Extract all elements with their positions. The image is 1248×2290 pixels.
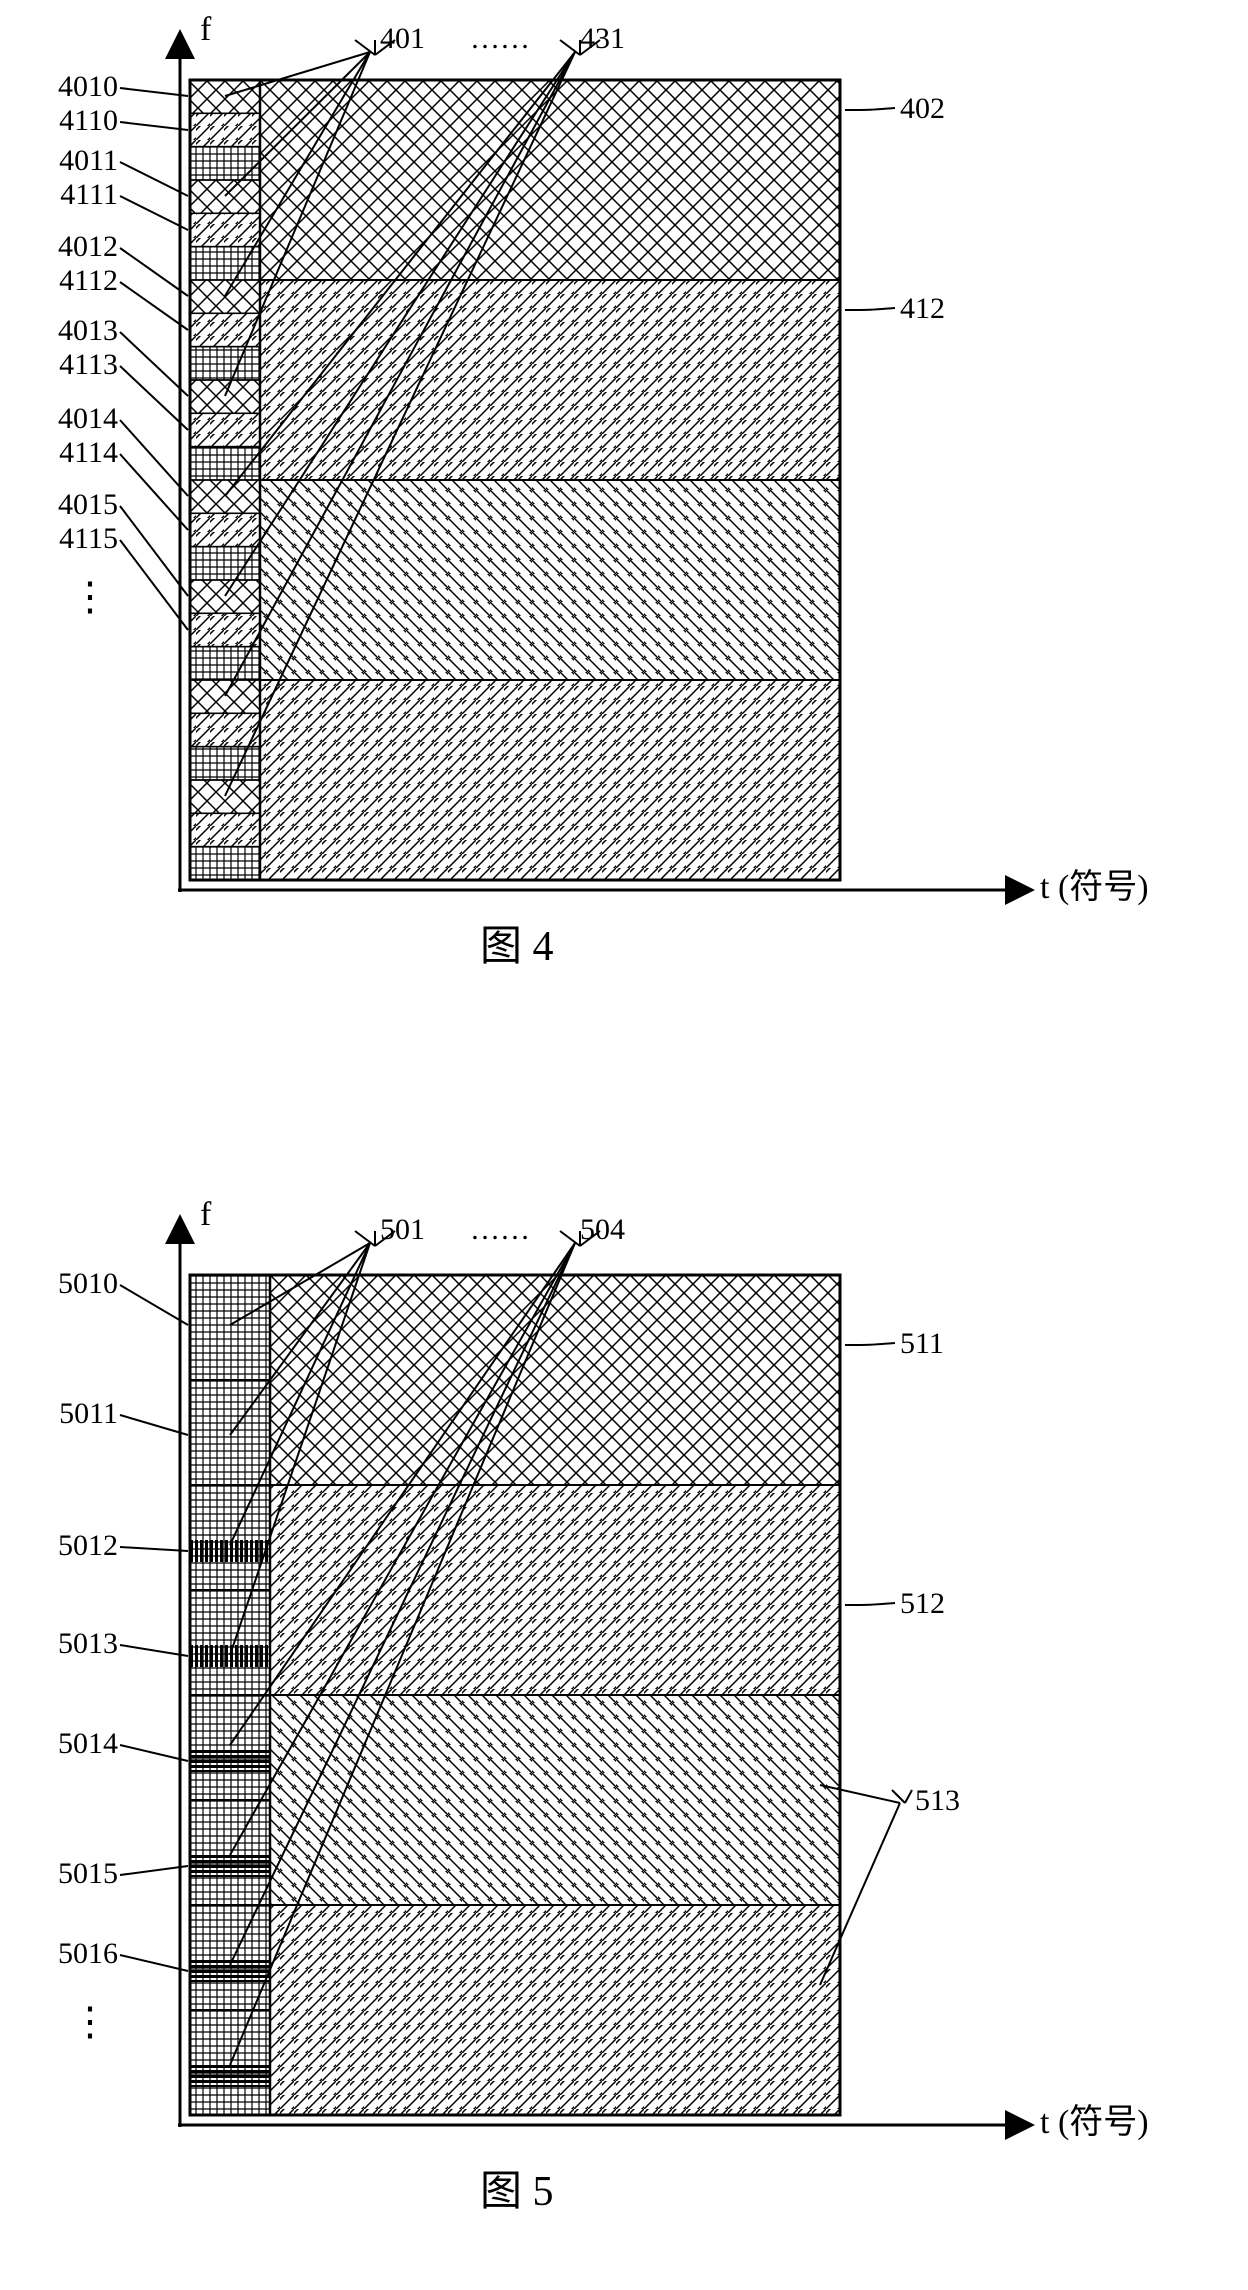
svg-text:4010: 4010: [58, 70, 118, 103]
fig5-x-label: t (符号): [1040, 2103, 1149, 2141]
fig4-caption: 图 4: [480, 924, 554, 970]
fig4-left-ellipsis: ⋮: [70, 574, 110, 619]
svg-text:4113: 4113: [59, 348, 118, 381]
svg-text:5013: 5013: [58, 1627, 118, 1660]
fig5-caption: 图 5: [480, 2169, 554, 2215]
fig5-y-label: f: [200, 1196, 212, 1233]
fig4-right-area: [260, 80, 840, 880]
svg-text:4111: 4111: [60, 178, 118, 211]
svg-text:5016: 5016: [58, 1937, 118, 1970]
svg-text:4015: 4015: [58, 488, 118, 521]
figure-4: f t (符号): [0, 0, 1248, 1000]
figure-5: f t (符号) 501 …… 504: [0, 1185, 1248, 2285]
svg-text:4114: 4114: [59, 436, 118, 469]
svg-text:5010: 5010: [58, 1267, 118, 1300]
fig5-left-ellipsis: ⋮: [70, 1999, 110, 2044]
svg-text:5011: 5011: [59, 1397, 118, 1430]
fig5-left-column: [190, 1275, 270, 2115]
svg-text:4013: 4013: [58, 314, 118, 347]
svg-text:5015: 5015: [58, 1857, 118, 1890]
svg-text:4012: 4012: [58, 230, 118, 263]
fig4-left-leaders: [120, 88, 188, 630]
fig5-left-leaders: [120, 1285, 188, 1971]
fig4-top-label-401: 401: [380, 22, 425, 55]
fig5-left-labels: 5010 5011 5012 5013 5014 5015 5016: [58, 1267, 118, 1970]
fig4-left-column: [190, 80, 260, 880]
svg-text:4011: 4011: [59, 144, 118, 177]
fig4-left-labels: 4010 4110 4011 4111 4012 4112 4013 4113 …: [58, 70, 118, 555]
fig4-x-label: t (符号): [1040, 868, 1149, 906]
fig5-right-label-513: 513: [915, 1784, 960, 1817]
fig4-right-label-402: 402: [900, 92, 945, 125]
fig5-right-label-512: 512: [900, 1587, 945, 1620]
page: f t (符号): [0, 0, 1248, 2290]
svg-text:5012: 5012: [58, 1529, 118, 1562]
fig4-y-label: f: [200, 11, 212, 48]
fig4-right-leaders: [845, 108, 895, 310]
svg-text:4112: 4112: [59, 264, 118, 297]
fig4-top-ellipsis: ……: [470, 22, 530, 55]
fig5-top-label-501: 501: [380, 1213, 425, 1246]
svg-text:4115: 4115: [59, 522, 118, 555]
fig5-top-ellipsis: ……: [470, 1213, 530, 1246]
fig5-right-area: [270, 1275, 840, 2115]
fig4-right-label-412: 412: [900, 292, 945, 325]
svg-text:4110: 4110: [59, 104, 118, 137]
svg-text:4014: 4014: [58, 402, 118, 435]
fig5-right-label-511: 511: [900, 1327, 944, 1360]
svg-text:5014: 5014: [58, 1727, 118, 1760]
